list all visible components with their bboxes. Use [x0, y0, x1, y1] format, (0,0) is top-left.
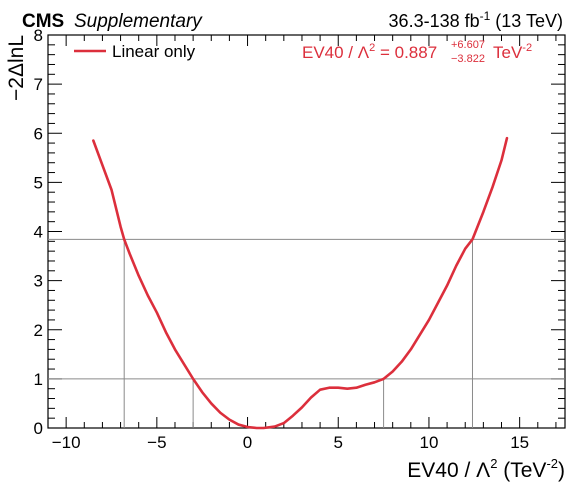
plot-frame	[47, 34, 566, 429]
luminosity-label: 36.3-138 fb-1 (13 TeV)	[389, 9, 563, 31]
x-tick-label: 15	[510, 433, 529, 452]
y-tick-label: 7	[34, 75, 43, 94]
y-tick-label: 5	[34, 173, 43, 192]
x-tick-label: 0	[243, 433, 252, 452]
y-tick-label: 2	[34, 321, 43, 340]
x-tick-label: 10	[419, 433, 438, 452]
axis-ticks	[47, 34, 565, 429]
x-tick-label: 5	[334, 433, 343, 452]
best-fit-unit: TeV-2	[493, 42, 532, 62]
y-tick-label: 3	[34, 272, 43, 291]
y-tick-label: 1	[34, 370, 43, 389]
y-tick-label: 6	[34, 124, 43, 143]
y-tick-label: 0	[34, 419, 43, 438]
experiment-label: CMS	[22, 11, 64, 32]
threshold-lines	[48, 238, 565, 428]
best-fit-error-down: −3.822	[451, 53, 485, 65]
series-line-linear-only	[92, 136, 509, 430]
y-axis-title: −2ΔlnL	[5, 35, 28, 101]
supplementary-label: Supplementary	[74, 11, 203, 32]
series-layer	[92, 136, 509, 430]
axis-tick-labels: −10 −5 0 5 10 15 0 1 2 3 4 5 6 7 8	[34, 26, 530, 452]
x-axis-title: EV40 / Λ2 (TeV-2)	[407, 456, 565, 482]
y-tick-label: 8	[34, 26, 43, 45]
best-fit-annotation: EV40 / Λ2 = 0.887	[302, 42, 437, 62]
x-tick-label: −10	[52, 433, 81, 452]
best-fit-error-up: +6.607	[451, 39, 485, 51]
y-tick-label: 4	[34, 223, 43, 242]
x-tick-label: −5	[147, 433, 166, 452]
legend-entry-linear-only: Linear only	[112, 42, 196, 61]
